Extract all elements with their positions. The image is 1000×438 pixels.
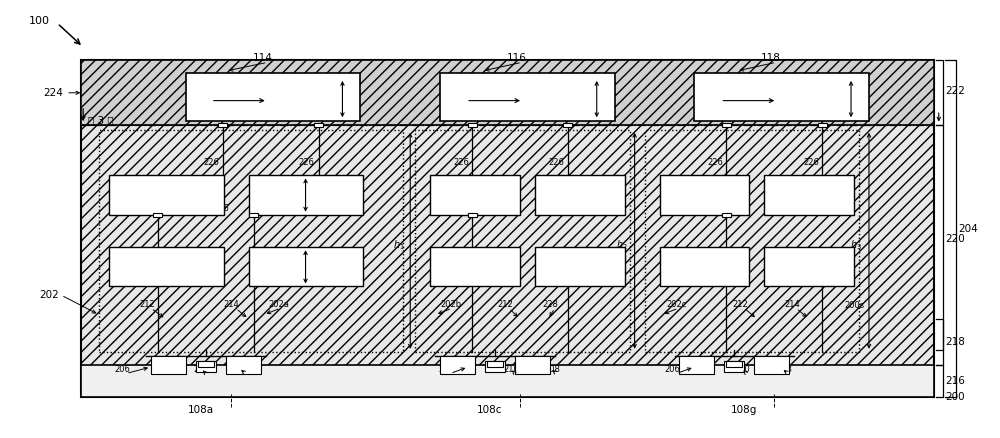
Bar [430,176,520,215]
Text: $t_1$: $t_1$ [309,187,318,199]
Bar [722,124,731,127]
Text: 226: 226 [707,159,723,167]
Bar [249,213,258,217]
Bar [722,213,731,217]
Bar [109,176,224,215]
Bar [218,124,227,127]
Bar [694,73,869,121]
Text: 226: 226 [204,159,220,167]
Text: 216: 216 [945,376,965,386]
Bar [487,361,503,367]
Bar [764,247,854,286]
Bar [415,130,630,352]
Text: 218: 218 [945,337,965,347]
Bar [151,356,186,374]
Bar [153,213,162,217]
Text: 212: 212 [497,300,513,309]
Bar [249,247,363,286]
Text: 210: 210 [734,365,750,374]
Text: 228: 228 [543,300,559,309]
Text: 220: 220 [945,233,965,244]
Text: 200s: 200s [844,301,864,310]
Text: 202: 202 [39,290,59,300]
Bar [196,361,216,372]
Text: $-i_{O1}$: $-i_{O1}$ [198,91,220,105]
Text: $t_2$: $t_2$ [344,94,353,106]
Bar [109,247,224,286]
Bar [226,356,261,374]
Text: 第 3 圖: 第 3 圖 [88,115,114,125]
Bar [198,361,214,367]
Bar [535,176,625,215]
Text: 210: 210 [503,365,519,374]
Text: 226: 226 [114,204,130,213]
Bar [314,124,323,127]
Text: 210: 210 [194,365,210,374]
Bar [81,60,934,125]
Text: 108a: 108a [188,405,214,415]
Bar [764,176,854,215]
Text: 202a: 202a [269,300,290,309]
Text: 222: 222 [945,86,965,96]
Text: $h_2$: $h_2$ [616,238,628,252]
Bar [660,176,749,215]
Text: $-i_{O3}$: $-i_{O3}$ [706,91,728,105]
Bar [249,176,363,215]
Bar [660,247,749,286]
Text: 200: 200 [945,392,964,402]
Text: 212: 212 [732,300,748,309]
Text: $-i_{O2}$: $-i_{O2}$ [452,91,474,105]
Text: 118: 118 [761,53,781,64]
Text: 206: 206 [438,365,454,374]
Bar [818,124,827,127]
Text: 116: 116 [507,53,527,64]
Text: 100: 100 [29,16,50,26]
Text: $h_1$: $h_1$ [393,238,405,252]
Bar [645,130,859,352]
Text: $t_2$: $t_2$ [853,94,862,106]
Bar [440,73,615,121]
Text: 226: 226 [803,159,819,167]
Bar [468,213,477,217]
Text: 108g: 108g [731,405,758,415]
Bar [440,356,475,374]
Text: 206: 206 [665,365,680,374]
Bar [468,124,477,127]
Bar [81,365,934,397]
Text: 208: 208 [234,365,250,374]
Text: $t_1$: $t_1$ [309,258,318,271]
Text: 202c: 202c [667,300,687,309]
Text: 108c: 108c [477,405,503,415]
Text: 212: 212 [139,300,155,309]
Text: $t_2$: $t_2$ [599,94,608,106]
Text: 226: 226 [549,159,565,167]
Text: 206: 206 [114,365,130,374]
Bar [563,124,572,127]
Text: 226: 226 [453,204,469,213]
Bar [679,356,714,374]
Text: 214: 214 [784,300,800,309]
Text: $h_3$: $h_3$ [850,238,862,252]
Text: 226: 226 [453,159,469,167]
Text: 226: 226 [299,159,314,167]
Bar [515,356,550,374]
Bar [485,361,505,372]
Text: 214: 214 [224,300,240,309]
Bar [186,73,360,121]
Bar [535,247,625,286]
Text: 208: 208 [545,365,561,374]
Text: 226: 226 [704,204,720,213]
Bar [726,361,742,367]
Text: 202b: 202b [440,300,461,309]
Text: 208: 208 [776,365,792,374]
Bar [430,247,520,286]
Text: 114: 114 [253,53,273,64]
Bar [754,356,789,374]
Bar [81,60,934,397]
Text: 226: 226 [214,204,230,213]
Text: 204: 204 [959,224,978,234]
Text: 224: 224 [43,88,63,98]
Bar [724,361,744,372]
Bar [99,130,403,352]
